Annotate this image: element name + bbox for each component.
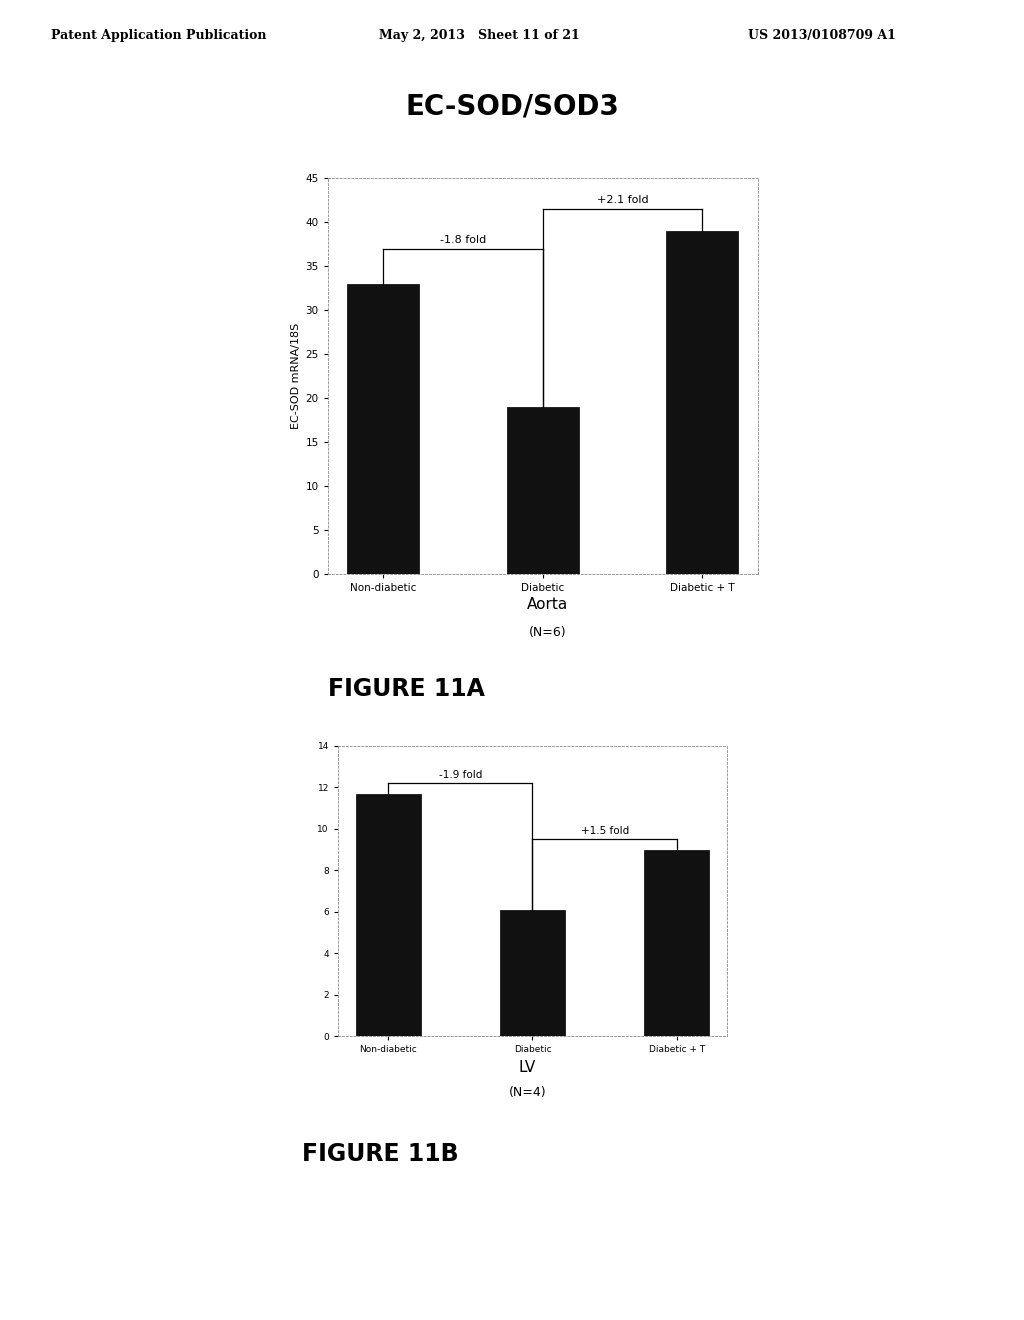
Text: +2.1 fold: +2.1 fold (597, 195, 648, 206)
Bar (347, 284, 419, 574)
Text: Aorta: Aorta (527, 597, 568, 611)
Text: LV: LV (519, 1060, 536, 1074)
Text: -1.9 fold: -1.9 fold (438, 770, 482, 780)
Text: FIGURE 11B: FIGURE 11B (302, 1142, 459, 1166)
Bar (507, 407, 579, 574)
Text: -1.8 fold: -1.8 fold (439, 235, 486, 246)
Y-axis label: EC-SOD mRNA/18S: EC-SOD mRNA/18S (291, 323, 301, 429)
Text: (N=6): (N=6) (529, 626, 566, 639)
Text: FIGURE 11A: FIGURE 11A (328, 677, 484, 701)
Text: May 2, 2013   Sheet 11 of 21: May 2, 2013 Sheet 11 of 21 (379, 29, 580, 42)
Text: (N=4): (N=4) (509, 1086, 546, 1100)
Text: +1.5 fold: +1.5 fold (581, 826, 629, 836)
Text: EC-SOD/SOD3: EC-SOD/SOD3 (406, 92, 618, 120)
Text: Patent Application Publication: Patent Application Publication (51, 29, 266, 42)
Bar (644, 850, 710, 1036)
Text: US 2013/0108709 A1: US 2013/0108709 A1 (748, 29, 895, 42)
Bar (355, 793, 421, 1036)
Bar (500, 909, 565, 1036)
Bar (667, 231, 738, 574)
